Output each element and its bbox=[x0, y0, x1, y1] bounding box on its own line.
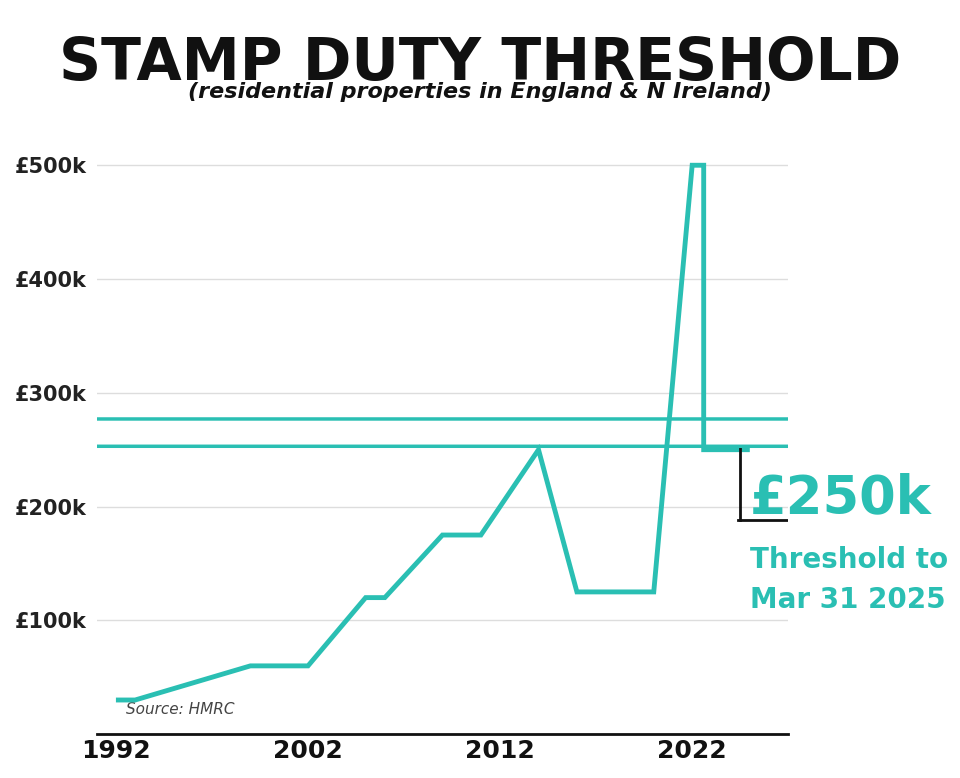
Text: (residential properties in England & N Ireland): (residential properties in England & N I… bbox=[188, 82, 772, 102]
Text: Threshold to: Threshold to bbox=[750, 546, 948, 574]
Text: Mar 31 2025: Mar 31 2025 bbox=[750, 587, 946, 614]
Text: Source: HMRC: Source: HMRC bbox=[126, 702, 234, 717]
Text: STAMP DUTY THRESHOLD: STAMP DUTY THRESHOLD bbox=[59, 35, 901, 92]
Text: £250k: £250k bbox=[750, 472, 931, 524]
